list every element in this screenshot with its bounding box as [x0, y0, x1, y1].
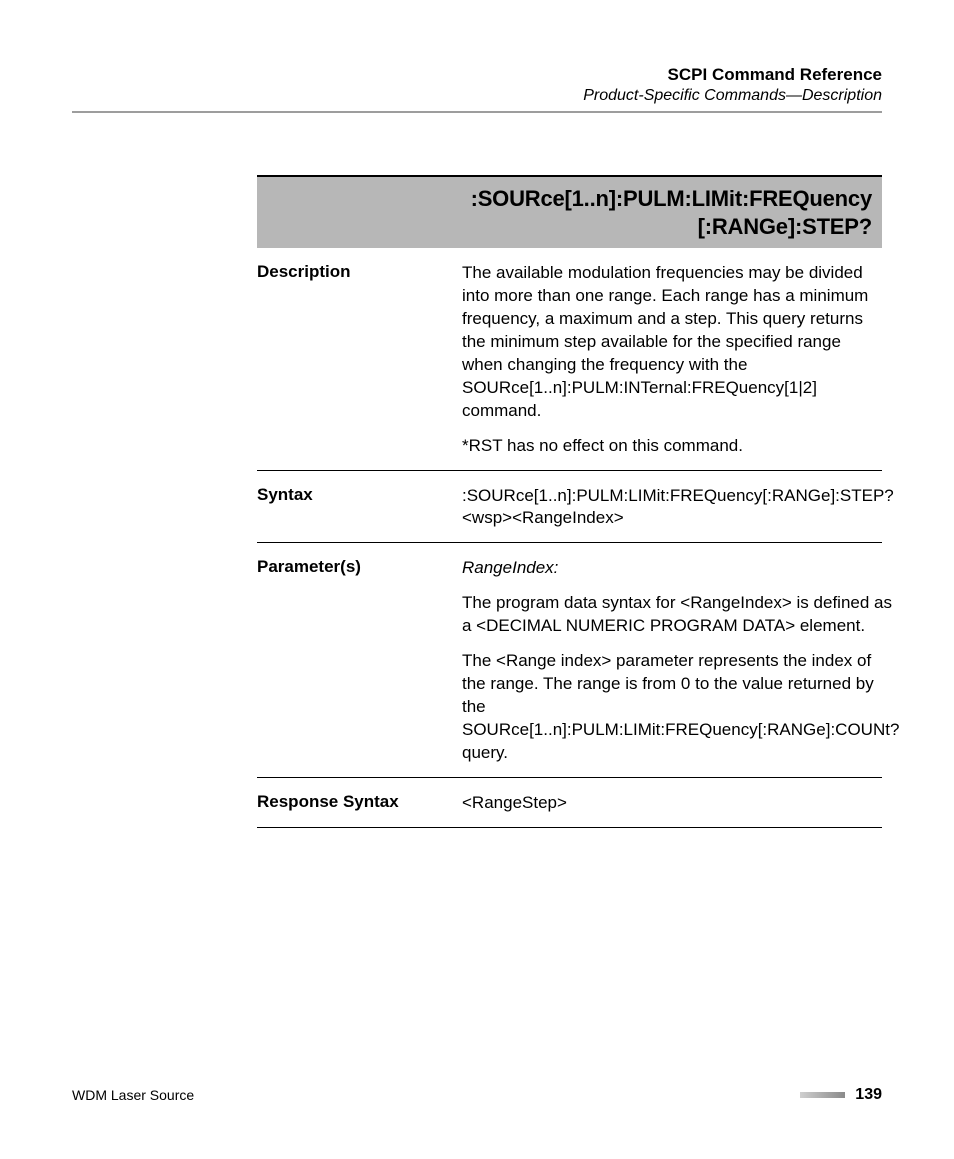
header-rule — [72, 111, 882, 113]
footer-source: WDM Laser Source — [72, 1087, 194, 1103]
page-header: SCPI Command Reference Product-Specific … — [72, 65, 882, 113]
syntax-p1: :SOURce[1..n]:PULM:LIMit:FREQuency[:RANG… — [462, 485, 894, 531]
content-area: :SOURce[1..n]:PULM:LIMit:FREQuency [:RAN… — [257, 175, 882, 828]
command-banner: :SOURce[1..n]:PULM:LIMit:FREQuency [:RAN… — [257, 175, 882, 248]
parameters-p1: The program data syntax for <RangeIndex>… — [462, 592, 899, 638]
label-parameters: Parameter(s) — [257, 557, 462, 765]
description-p1: The available modulation frequencies may… — [462, 262, 882, 423]
header-title: SCPI Command Reference — [72, 65, 882, 85]
param-name: RangeIndex: — [462, 557, 899, 580]
footer-right: 139 — [800, 1086, 882, 1104]
command-line-1: :SOURce[1..n]:PULM:LIMit:FREQuency — [267, 185, 872, 213]
body-parameters: RangeIndex: The program data syntax for … — [462, 557, 899, 765]
page-number: 139 — [855, 1086, 882, 1104]
section-syntax: Syntax :SOURce[1..n]:PULM:LIMit:FREQuenc… — [257, 471, 882, 544]
section-response: Response Syntax <RangeStep> — [257, 778, 882, 828]
parameters-p2: The <Range index> parameter represents t… — [462, 650, 899, 765]
label-syntax: Syntax — [257, 485, 462, 531]
response-p1: <RangeStep> — [462, 792, 882, 815]
section-description: Description The available modulation fre… — [257, 248, 882, 471]
section-parameters: Parameter(s) RangeIndex: The program dat… — [257, 543, 882, 778]
body-response: <RangeStep> — [462, 792, 882, 815]
body-syntax: :SOURce[1..n]:PULM:LIMit:FREQuency[:RANG… — [462, 485, 894, 531]
footer-bar-icon — [800, 1092, 845, 1098]
command-line-2: [:RANGe]:STEP? — [267, 213, 872, 241]
header-subtitle: Product-Specific Commands—Description — [72, 87, 882, 105]
label-description: Description — [257, 262, 462, 458]
page-footer: WDM Laser Source 139 — [72, 1086, 882, 1104]
description-p2: *RST has no effect on this command. — [462, 435, 882, 458]
label-response: Response Syntax — [257, 792, 462, 815]
body-description: The available modulation frequencies may… — [462, 262, 882, 458]
